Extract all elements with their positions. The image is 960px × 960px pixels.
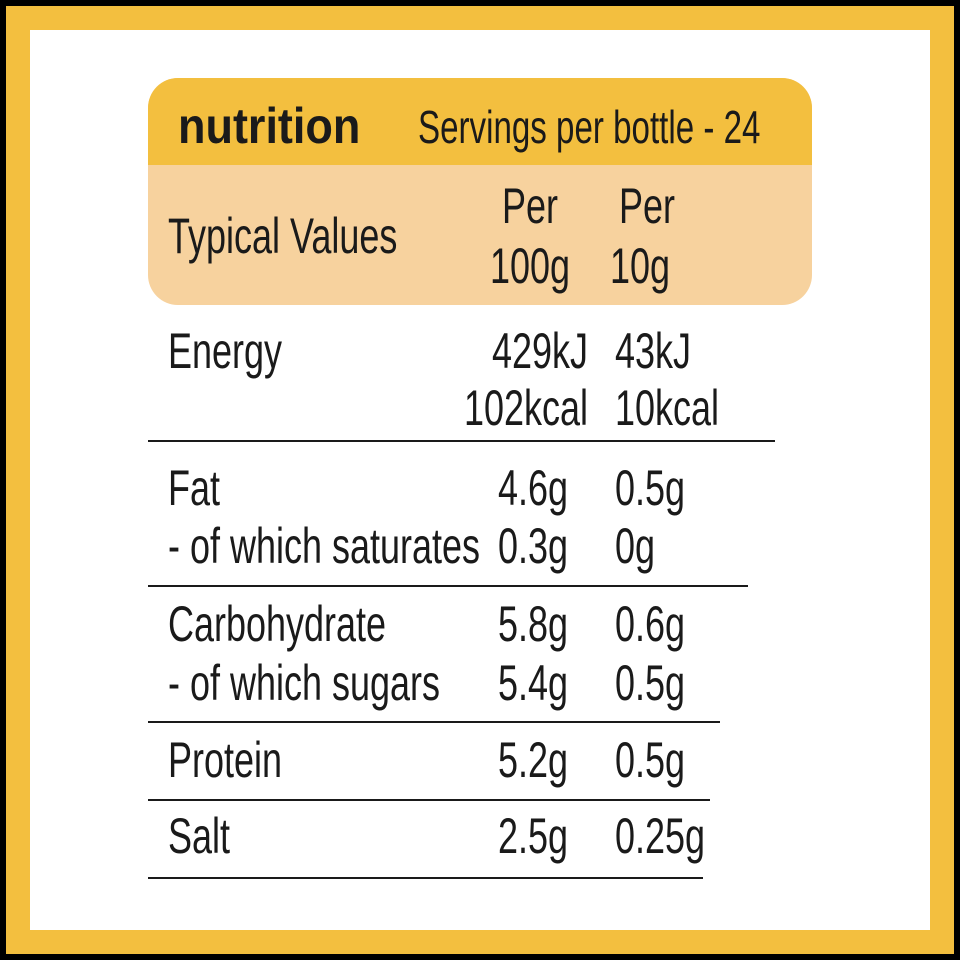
value-per10: 0.5g xyxy=(615,461,685,516)
value-per100: 5.4g xyxy=(498,656,568,711)
nutrient-name: Carbohydrate xyxy=(168,597,386,652)
column-per100: Per xyxy=(502,179,558,234)
nutrient-name: Salt xyxy=(168,809,230,864)
value-per10: 10kcal xyxy=(615,381,719,436)
nutrient-name: - of which sugars xyxy=(168,656,440,711)
nutrient-name: - of which saturates xyxy=(168,519,480,574)
value-per10: 0.5g xyxy=(615,656,685,711)
value-per100: 5.8g xyxy=(498,597,568,652)
nutrient-name: Protein xyxy=(168,733,282,788)
value-per10: 0g xyxy=(615,519,655,574)
title-band xyxy=(148,78,812,165)
value-per100: 5.2g xyxy=(498,733,568,788)
column-per100: 100g xyxy=(490,239,570,294)
value-per100: 429kJ xyxy=(492,324,588,379)
value-per100: 2.5g xyxy=(498,809,568,864)
value-per10: 0.5g xyxy=(615,733,685,788)
brand: nutrition xyxy=(178,99,360,155)
value-per10: 43kJ xyxy=(615,324,691,379)
value-per100: 0.3g xyxy=(498,519,568,574)
value-per10: 0.6g xyxy=(615,597,685,652)
nutrient-name: Fat xyxy=(168,461,220,516)
value-per100: 4.6g xyxy=(498,461,568,516)
column-per10: 10g xyxy=(610,239,670,294)
servings: Servings per bottle - 24 xyxy=(418,103,760,153)
value-per100: 102kcal xyxy=(464,381,588,436)
texts: nutrition Servings per bottle - 24 Typical… xyxy=(148,99,775,879)
column-label: Typical Values xyxy=(168,209,397,264)
nutrient-name: Energy xyxy=(168,324,282,379)
value-per10: 0.25g xyxy=(615,809,705,864)
column-per10: Per xyxy=(619,179,675,234)
